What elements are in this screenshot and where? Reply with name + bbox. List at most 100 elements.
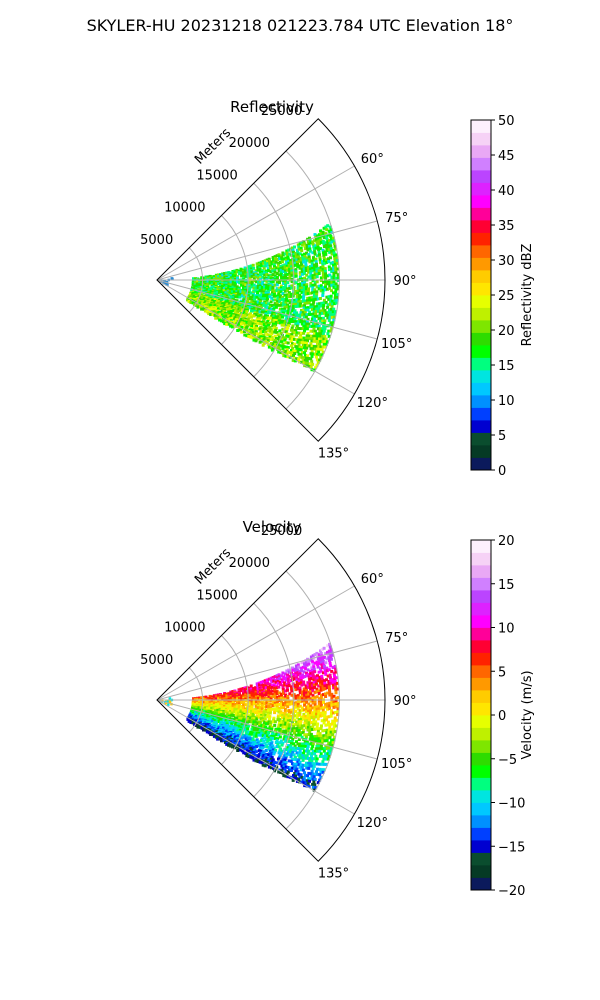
- polar-grid: [156, 570, 385, 830]
- colorbar-segment: [471, 540, 491, 553]
- colorbar-segment: [471, 577, 491, 591]
- colorbar-label: Velocity (m/s): [520, 670, 535, 759]
- colorbar-tick-label: 15: [498, 359, 515, 374]
- colorbar-tick-label: 10: [498, 394, 515, 409]
- polar-grid: [156, 150, 385, 410]
- range-tick-label: 20000: [229, 556, 270, 571]
- colorbar-tick-label: 45: [498, 149, 515, 164]
- colorbar-tick-label: 5: [498, 665, 506, 680]
- azimuth-gridline: [156, 220, 378, 281]
- azimuth-tick-label: 60°: [361, 572, 384, 587]
- colorbar-segment: [471, 852, 491, 866]
- colorbar-segment: [471, 420, 491, 433]
- colorbar-tick-label: −5: [498, 753, 517, 768]
- colorbar-segment: [471, 615, 491, 628]
- colorbar-segment: [471, 877, 491, 891]
- colorbar-segment: [471, 840, 491, 853]
- colorbar-segment: [471, 445, 491, 458]
- colorbar-segment: [471, 740, 491, 753]
- azimuth-tick-label: 105°: [381, 337, 412, 352]
- colorbar-segment: [471, 357, 491, 371]
- colorbar-segment: [471, 120, 491, 133]
- range-tick-label: 15000: [196, 168, 237, 183]
- colorbar-segment: [471, 395, 491, 408]
- colorbar-tick-label: 50: [498, 114, 515, 129]
- colorbar-segment: [471, 307, 491, 321]
- colorbar-segment: [471, 220, 491, 233]
- colorbar-segment: [471, 407, 491, 421]
- echo-field: [159, 224, 340, 372]
- colorbar-tick-label: −15: [498, 840, 525, 855]
- colorbar-segment: [471, 565, 491, 578]
- colorbar-segment: [471, 295, 491, 308]
- colorbar-segment: [471, 207, 491, 221]
- colorbar-segment: [471, 170, 491, 183]
- range-tick-label: 10000: [164, 621, 205, 636]
- panel-title: Velocity: [243, 518, 302, 536]
- azimuth-tick-label: 120°: [357, 816, 388, 831]
- colorbar-segment: [471, 802, 491, 816]
- colorbar-segment: [471, 232, 491, 246]
- range-tick-label: 25000: [261, 524, 302, 539]
- colorbar-segment: [471, 282, 491, 296]
- azimuth-gridline: [156, 699, 355, 815]
- colorbar-tick-label: 15: [498, 578, 515, 593]
- azimuth-tick-label: 135°: [318, 447, 349, 462]
- azimuth-tick-label: 75°: [385, 211, 408, 226]
- colorbar-label: Reflectivity dBZ: [520, 244, 535, 347]
- colorbar-segment: [471, 640, 491, 653]
- colorbar-segment: [471, 382, 491, 396]
- colorbar-segment: [471, 157, 491, 171]
- colorbar: 0 5 10 15 20 25 30 35 40 45 50 Reflectivity dBZ: [470, 114, 535, 479]
- colorbar-segment: [471, 665, 491, 678]
- colorbar-tick-label: 10: [498, 622, 515, 637]
- colorbar-tick-label: 0: [498, 709, 506, 724]
- colorbar-segment: [471, 790, 491, 803]
- colorbar-segment: [471, 765, 491, 778]
- colorbar-segment: [471, 552, 491, 566]
- panel-title: Reflectivity: [230, 98, 314, 116]
- colorbar-tick-label: 20: [498, 324, 515, 339]
- range-tick-label: 5000: [140, 233, 173, 248]
- colorbar-segment: [471, 457, 491, 471]
- colorbar-segment: [471, 432, 491, 446]
- colorbar-tick-label: −10: [498, 797, 525, 812]
- colorbar-segment: [471, 245, 491, 258]
- colorbar-segment: [471, 182, 491, 196]
- colorbar-tick-label: 5: [498, 429, 506, 444]
- colorbar-tick-label: 40: [498, 184, 515, 199]
- azimuth-tick-label: 120°: [357, 396, 388, 411]
- range-tick-label: 20000: [229, 136, 270, 151]
- reflectivity-panel: Reflectivity500010000150002000025000Mete…: [140, 98, 535, 479]
- azimuth-tick-label: 90°: [393, 694, 416, 709]
- colorbar-segment: [471, 727, 491, 741]
- range-tick-label: 5000: [140, 653, 173, 668]
- range-tick-label: 15000: [196, 588, 237, 603]
- azimuth-tick-label: 90°: [393, 274, 416, 289]
- colorbar-segment: [471, 702, 491, 716]
- colorbar-segment: [471, 815, 491, 828]
- colorbar-tick-label: 20: [498, 534, 515, 549]
- figure-title: SKYLER-HU 20231218 021223.784 UTC Elevat…: [87, 16, 514, 35]
- colorbar-segment: [471, 865, 491, 878]
- azimuth-gridline: [156, 279, 378, 340]
- colorbar-segment: [471, 320, 491, 333]
- colorbar-segment: [471, 752, 491, 766]
- sector-frame: [156, 538, 386, 862]
- colorbar-tick-label: −20: [498, 884, 525, 899]
- azimuth-gridline: [156, 640, 378, 701]
- colorbar-segment: [471, 257, 491, 271]
- azimuth-tick-label: 135°: [318, 867, 349, 882]
- azimuth-tick-label: 60°: [361, 152, 384, 167]
- range-tick-label: 25000: [261, 104, 302, 119]
- azimuth-gridline: [156, 699, 378, 760]
- colorbar-tick-label: 25: [498, 289, 515, 304]
- colorbar-segment: [471, 345, 491, 358]
- colorbar-segment: [471, 627, 491, 641]
- sector-frame: [156, 118, 386, 442]
- azimuth-tick-label: 75°: [385, 631, 408, 646]
- azimuth-gridline: [156, 165, 355, 281]
- colorbar-segment: [471, 132, 491, 146]
- colorbar-segment: [471, 332, 491, 346]
